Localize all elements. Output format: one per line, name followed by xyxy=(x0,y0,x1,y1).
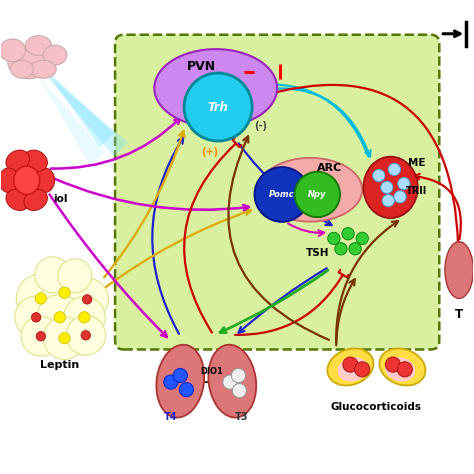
Ellipse shape xyxy=(24,150,47,171)
Text: (-): (-) xyxy=(254,121,267,131)
Ellipse shape xyxy=(0,168,18,192)
Ellipse shape xyxy=(0,39,26,62)
Circle shape xyxy=(179,383,193,397)
Circle shape xyxy=(355,362,370,377)
Ellipse shape xyxy=(6,190,29,210)
Circle shape xyxy=(31,313,41,322)
Text: Npy: Npy xyxy=(308,190,327,199)
Circle shape xyxy=(81,330,91,340)
Circle shape xyxy=(66,316,106,355)
Circle shape xyxy=(398,177,410,190)
Ellipse shape xyxy=(30,60,56,78)
Circle shape xyxy=(59,332,70,344)
Circle shape xyxy=(223,375,237,389)
Circle shape xyxy=(21,317,61,356)
Text: T4: T4 xyxy=(164,411,178,421)
Ellipse shape xyxy=(258,158,362,222)
Text: T: T xyxy=(455,309,463,321)
Text: TSH: TSH xyxy=(306,247,329,257)
Text: T3: T3 xyxy=(235,411,248,421)
Polygon shape xyxy=(38,76,105,166)
Ellipse shape xyxy=(209,345,256,418)
Circle shape xyxy=(388,163,401,175)
Text: PVN: PVN xyxy=(187,60,216,73)
Ellipse shape xyxy=(6,150,29,171)
Polygon shape xyxy=(43,67,114,147)
Circle shape xyxy=(42,270,87,316)
Circle shape xyxy=(66,278,109,320)
Ellipse shape xyxy=(445,242,474,299)
Circle shape xyxy=(35,257,71,293)
Circle shape xyxy=(82,295,92,304)
Circle shape xyxy=(54,312,65,323)
FancyBboxPatch shape xyxy=(115,35,439,349)
Circle shape xyxy=(381,181,393,193)
Circle shape xyxy=(36,331,46,341)
Circle shape xyxy=(79,312,90,323)
Circle shape xyxy=(255,167,310,222)
Text: iol: iol xyxy=(53,194,67,204)
Circle shape xyxy=(382,194,394,207)
Circle shape xyxy=(231,368,246,383)
Circle shape xyxy=(184,73,252,141)
Text: Trh: Trh xyxy=(208,100,228,114)
Ellipse shape xyxy=(385,357,415,382)
Ellipse shape xyxy=(8,46,50,79)
Circle shape xyxy=(59,287,70,299)
Ellipse shape xyxy=(26,36,52,55)
Text: Leptin: Leptin xyxy=(40,360,80,370)
Text: ARC: ARC xyxy=(317,164,342,173)
Ellipse shape xyxy=(14,166,40,194)
Circle shape xyxy=(232,383,246,398)
Ellipse shape xyxy=(35,168,55,192)
Circle shape xyxy=(356,232,368,245)
Circle shape xyxy=(64,297,105,338)
Ellipse shape xyxy=(379,348,426,385)
Circle shape xyxy=(173,368,187,383)
Text: ME: ME xyxy=(408,158,425,168)
Text: Pomc: Pomc xyxy=(269,190,295,199)
Circle shape xyxy=(43,317,86,359)
Text: TRII: TRII xyxy=(406,186,427,196)
Ellipse shape xyxy=(155,49,277,127)
Ellipse shape xyxy=(337,357,368,382)
Ellipse shape xyxy=(24,190,47,210)
Text: Glucocorticoids: Glucocorticoids xyxy=(331,402,422,412)
Text: DIO1: DIO1 xyxy=(201,367,223,376)
Circle shape xyxy=(385,357,401,372)
Ellipse shape xyxy=(43,45,67,65)
Circle shape xyxy=(342,228,354,240)
Circle shape xyxy=(58,259,92,293)
Circle shape xyxy=(394,191,406,203)
Circle shape xyxy=(343,357,358,372)
Polygon shape xyxy=(43,72,128,156)
Circle shape xyxy=(397,362,412,377)
Circle shape xyxy=(349,243,361,255)
Circle shape xyxy=(335,243,347,255)
Text: (+): (+) xyxy=(201,147,218,157)
Circle shape xyxy=(35,293,46,304)
Ellipse shape xyxy=(156,345,204,418)
Circle shape xyxy=(295,172,340,217)
Ellipse shape xyxy=(328,348,374,385)
Ellipse shape xyxy=(10,60,33,78)
Circle shape xyxy=(373,169,385,182)
Ellipse shape xyxy=(364,156,418,218)
Circle shape xyxy=(15,296,57,338)
Circle shape xyxy=(164,375,178,389)
Circle shape xyxy=(37,295,82,340)
Circle shape xyxy=(16,274,65,323)
Circle shape xyxy=(328,232,340,245)
